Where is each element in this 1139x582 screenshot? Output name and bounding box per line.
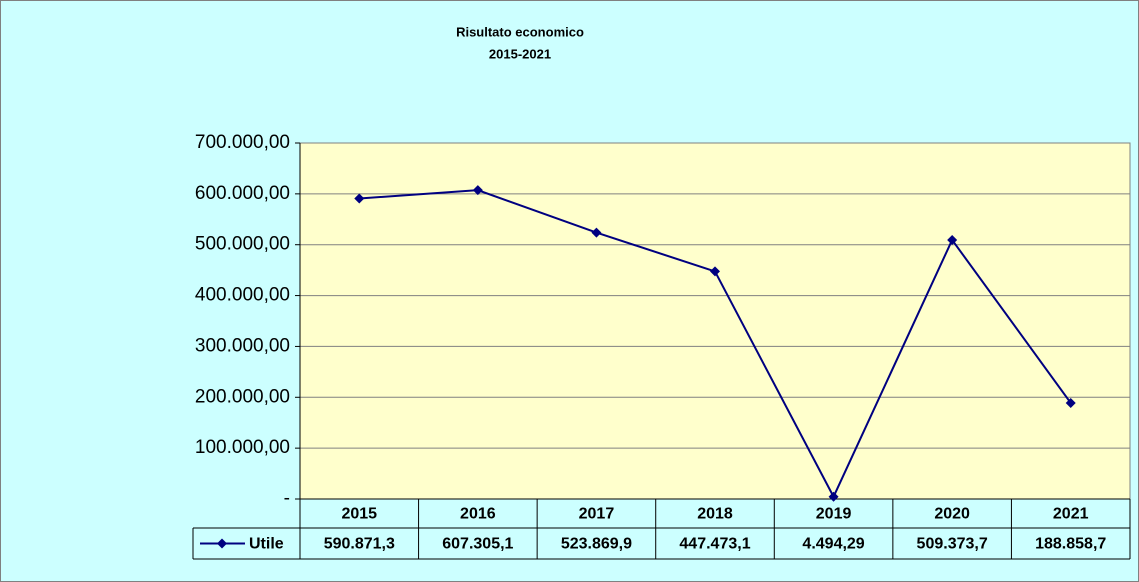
point [1065,397,1076,408]
point [710,266,720,277]
y-tick-label: 400.000,00 [195,285,290,306]
legend-marker [217,538,227,549]
point [591,227,602,238]
chart-subtitle: 2015-2021 [489,46,551,61]
plot-area [299,142,1131,500]
y-tick-label: 100.000,00 [195,437,290,458]
value-label: 590.871,3 [324,536,395,553]
category-label: 2021 [1053,506,1089,523]
value-label: 523.869,9 [561,536,632,553]
legend-label: Utile [249,536,284,553]
y-tick-label: 700.000,00 [195,132,290,153]
value-label: 447.473,1 [679,536,750,553]
category-label: 2017 [579,506,615,523]
y-tick-label: 600.000,00 [195,183,290,204]
point [472,185,483,196]
value-label: 4.494,29 [802,536,864,553]
y-tick-label: 200.000,00 [195,386,290,407]
category-label: 2016 [460,506,496,523]
y-tick-label: 300.000,00 [195,335,290,356]
chart-title: Risultato economico [456,24,584,39]
point [354,193,365,204]
category-label: 2015 [341,506,377,523]
point [947,234,958,245]
category-label: 2019 [816,506,852,523]
category-label: 2020 [934,506,970,523]
y-tick-label: 500.000,00 [195,234,290,255]
category-label: 2018 [697,506,733,523]
value-label: 188.858,7 [1035,536,1106,553]
value-label: 607.305,1 [442,536,513,553]
y-tick-label: - [284,488,290,509]
value-label: 509.373,7 [917,536,988,553]
point [828,491,839,502]
